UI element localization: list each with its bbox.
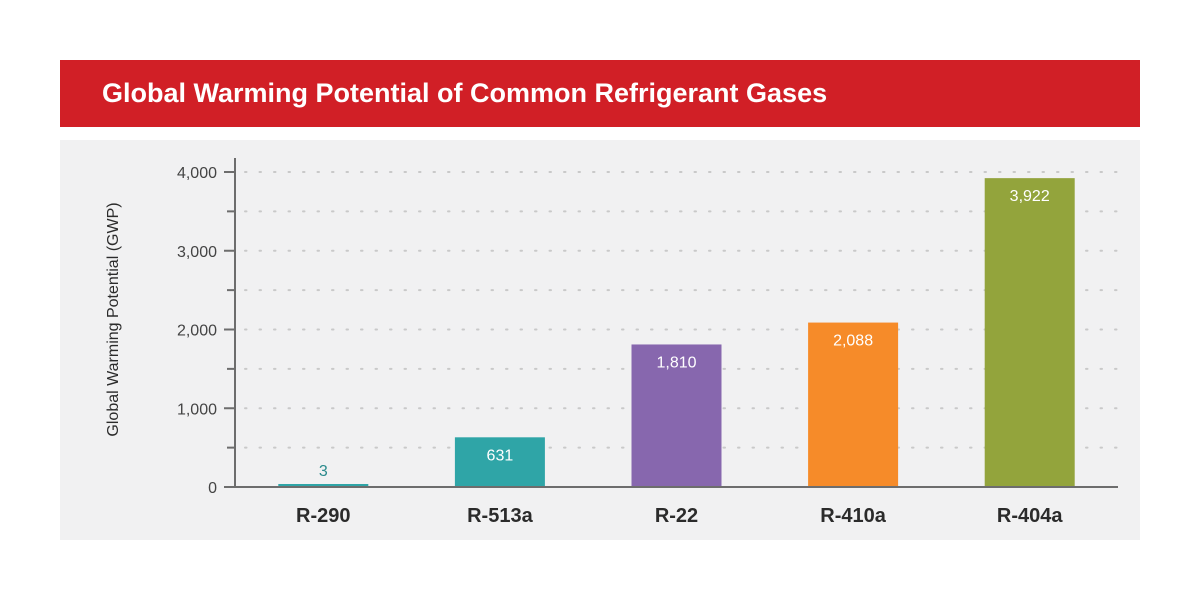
bar-r-513a bbox=[454, 437, 545, 487]
value-label: 1,810 bbox=[656, 354, 696, 371]
bar-r-404a bbox=[984, 178, 1075, 487]
y-axis-label: Global Warming Potential (GWP) bbox=[105, 202, 122, 436]
bar-layer bbox=[278, 178, 1075, 487]
chart-title-bar: Global Warming Potential of Common Refri… bbox=[60, 60, 1140, 127]
value-label: 3 bbox=[319, 463, 328, 480]
chart-panel: 0 1,000 2,000 3,000 4,000 Global Warming Pote… bbox=[60, 140, 1140, 540]
bar-chart: 0 1,000 2,000 3,000 4,000 Global Warming Pote… bbox=[105, 158, 1119, 527]
category-label: R-513a bbox=[467, 505, 533, 527]
chart-title: Global Warming Potential of Common Refri… bbox=[102, 78, 828, 108]
category-label: R-410a bbox=[820, 505, 886, 527]
value-label: 631 bbox=[487, 447, 514, 464]
value-label: 3,922 bbox=[1010, 188, 1050, 205]
category-label: R-404a bbox=[997, 505, 1063, 527]
bar-r-410a bbox=[808, 322, 899, 487]
category-label: R-22 bbox=[655, 505, 698, 527]
bar-r-290 bbox=[278, 484, 369, 487]
axis-layer bbox=[224, 158, 1118, 488]
y-tick-label: 4,000 bbox=[177, 165, 217, 182]
category-label: R-290 bbox=[296, 505, 350, 527]
y-tick-label: 2,000 bbox=[177, 323, 217, 340]
label-layer: 0 1,000 2,000 3,000 4,000 Global Warming Pote… bbox=[105, 165, 1063, 527]
y-tick-label: 0 bbox=[208, 480, 217, 497]
y-tick-label: 1,000 bbox=[177, 401, 217, 418]
bar-r-22 bbox=[631, 344, 722, 487]
value-label: 2,088 bbox=[833, 333, 873, 350]
y-tick-label: 3,000 bbox=[177, 244, 217, 261]
